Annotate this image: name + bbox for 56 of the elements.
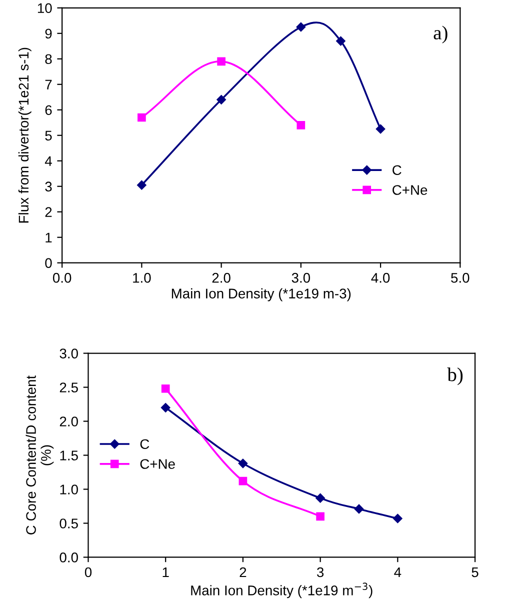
point [161,384,170,393]
point [216,95,226,104]
y-tick-label: 2.0 [60,416,78,426]
x-tick-label: 4 [394,567,402,578]
y-tick-label: 1.5 [60,450,78,460]
legend-label: C+Ne [392,185,428,195]
y-tick-label: 4 [44,156,52,166]
point [376,124,386,134]
annotation: b) [447,368,463,386]
x-tick-label: 3 [316,567,324,578]
annotation: a) [434,26,448,44]
y-tick-label: 0.5 [60,518,78,528]
point [316,493,325,503]
x-tick-label: 0 [84,567,92,578]
point [138,113,146,122]
point [217,57,226,66]
point [393,514,402,524]
legend-label: C+Ne [140,459,175,469]
point [137,180,146,190]
y-tick-label: 3.0 [60,348,78,358]
x-tick-label: 1.0 [133,272,151,283]
x-axis-title: Main Ion Density (*1e19 m-3) [172,288,351,302]
y-tick-label: 1 [46,232,52,242]
x-tick-label: 5.0 [451,272,470,283]
y-tick-label: 3 [45,182,52,192]
point [238,476,248,486]
point [316,512,324,521]
point [160,403,170,412]
y-tick-label: 0.0 [60,552,78,562]
y-tick-label: 9 [45,28,52,39]
point [296,120,306,130]
y-axis-title: C Core Content/D content (%) [26,375,54,534]
point [238,458,248,468]
y-tick-label: 2 [45,207,52,217]
y-tick-label: 2.5 [60,382,78,392]
x-tick-label: 1 [162,567,169,578]
x-tick-label: 2.0 [212,272,230,283]
y-tick-label: 7 [45,80,52,90]
x-axis-title: Main Ion Density (*1e19 m$^{−3}$) [191,582,372,598]
point [354,504,364,514]
y-tick-label: 1.0 [60,484,78,494]
y-tick-label: 8 [45,54,52,64]
point [296,22,306,32]
legend-label: C [140,439,150,450]
point [336,36,346,46]
x-tick-label: 5 [472,567,478,578]
y-tick-label: 0 [45,258,52,268]
y-axis-title: Flux from divertor(*1e21 s-1) [18,48,32,223]
y-tick-label: 10 [38,3,52,14]
legend-label: C [392,165,402,176]
x-tick-label: 0.0 [52,272,72,283]
y-tick-label: 6 [45,105,52,116]
x-tick-label: 2 [240,567,246,578]
x-tick-label: 4.0 [371,272,390,283]
y-tick-label: 5 [45,130,52,141]
x-tick-label: 3.0 [292,272,310,283]
